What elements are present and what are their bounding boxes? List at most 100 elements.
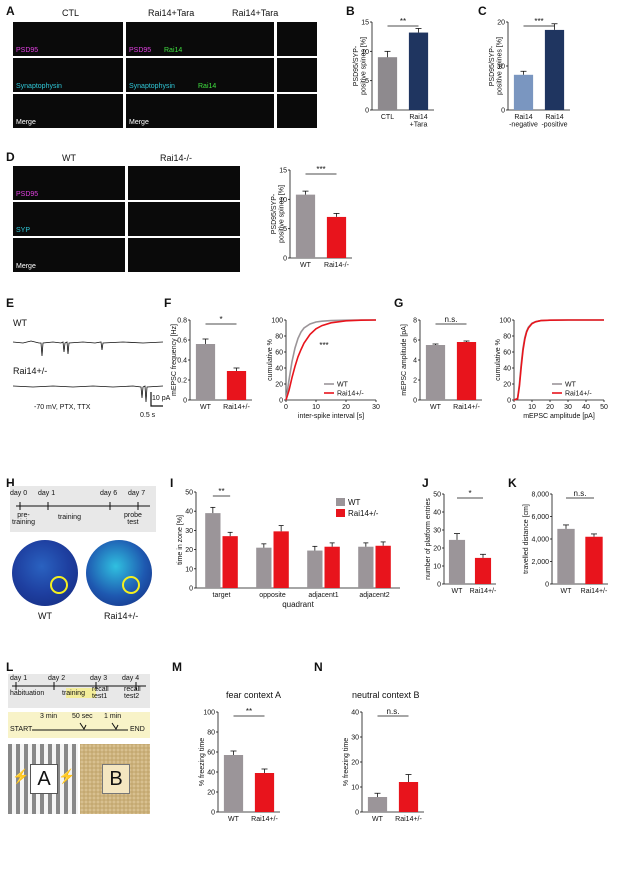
j-xtick-label: Rai14+/- [470,588,497,595]
j-bar [448,539,466,584]
panel-label-n: N [314,660,323,674]
b-xtick-label: CTL [381,114,394,121]
k-xtick-label: WT [561,588,573,595]
f-cum-xtick-label: 0 [284,404,288,411]
a-zoom-image-3 [277,94,317,128]
n-ylabel: % freezing time [343,738,350,786]
e-condition: -70 mV, PTX, TTX [34,404,91,411]
n-ytick-label: 0 [355,810,359,817]
l-50sec: 50 sec [72,713,93,720]
n-ytick-label: 20 [351,760,359,767]
a-rai-syp-image: Synaptophysin Rai14 [126,58,274,92]
b-ytick-label: 5 [365,78,369,85]
g-cum-xtick-label: 10 [528,404,536,411]
f-ytick-label: 0.8 [177,318,187,325]
f-ylabel: mEPSC frequency [Hz] [171,324,178,396]
l-timeline-svg [12,682,146,698]
j-ytick-label: 40 [433,510,441,517]
b-ytick-label: 10 [361,49,369,56]
h-platform-wt [50,576,68,594]
i-bar [375,545,391,588]
g-cum-xtick-label: 0 [512,404,516,411]
m-bar [254,773,275,812]
f-ytick-label: 0.2 [177,378,187,385]
g-cum-ytick-label: 20 [503,382,511,389]
a-ctl-merge-image: Merge [13,94,123,128]
n-xtick-label: WT [372,816,384,823]
e-traces-svg [12,340,164,407]
i-sig-label: ** [218,487,224,496]
f-cum-ytick-label: 100 [271,318,283,325]
d-ytick-label: 15 [279,168,287,175]
f-cum-ytick-label: 0 [279,398,283,405]
f-cum-sig: *** [319,341,328,350]
g-cum-ytick-label: 100 [499,318,511,325]
d-ytick-label: 10 [279,197,287,204]
a-rai-merge-image: Merge [126,94,274,128]
f-bar [195,344,216,400]
l-start: START [10,726,33,733]
panel-label-i: I [170,476,174,490]
panel-label-l: L [6,660,14,674]
g-cum-ytick-label: 40 [503,366,511,373]
h-maze-label-het: Rai14+/- [104,611,139,621]
d-header-wt: WT [62,153,76,163]
d-wt-merge-image: Merge [13,238,125,272]
g-cum-ylabel: cumulative % [495,339,502,381]
d-ytick-label: 0 [283,256,287,263]
j-ytick-label: 0 [437,582,441,589]
panel-label-m: M [172,660,182,674]
f-ytick-label: 0 [183,398,187,405]
i-xtick-label: opposite [259,592,286,599]
a-zoom-image-1 [277,22,317,56]
k-ytick-label: 8,000 [531,492,549,499]
i-bar [256,547,272,588]
m-ylabel: % freezing time [199,738,206,786]
i-legend-label: WT [348,498,361,507]
g-cum-ytick-label: 80 [503,334,511,341]
i-ylabel: time in zone [%] [177,515,184,565]
m-sig-label: ** [246,707,252,716]
d-ylabel: PSD95/SYP-positive spines [%] [271,185,286,243]
d-ytick-label: 5 [283,226,287,233]
l-shock-icon-left: ⚡ [12,768,30,784]
l-context-b: B [80,744,150,814]
h-maze-wt [12,540,78,606]
panel-label-d: D [6,150,15,164]
a-header-rai-b: Rai14+Tara [232,8,279,18]
n-ytick-label: 30 [351,735,359,742]
g-xtick-label: WT [430,404,442,411]
l-day-4: day 4 [122,675,140,682]
f-cum-ytick-label: 40 [275,366,283,373]
c-ytick-label: 0 [501,108,505,115]
h-timeline-svg [16,502,150,510]
c-xtick-label: Rai14 -negative [509,114,538,129]
k-bar [557,528,575,584]
i-bar [222,536,238,588]
i-bar [307,550,323,588]
f-xtick-label: Rai14+/- [223,404,250,411]
j-ylabel: number of platform entries [425,498,432,580]
i-bar [205,513,221,588]
b-ylabel: PSD95/SYP-positive spines [%] [353,37,368,95]
g-cum-xtick-label: 30 [564,404,572,411]
k-sig-label: n.s. [574,489,587,498]
n-sig-label: n.s. [387,707,400,716]
g-cum-xtick-label: 40 [582,404,590,411]
f-xtick-label: WT [200,404,212,411]
f-cum-legend-label: Rai14+/- [337,391,364,398]
e-trace-wt [12,340,164,357]
panel-label-k: K [508,476,517,490]
i-ytick-label: 10 [185,566,193,573]
g-bar [425,345,446,400]
a-rai-psd95-image: PSD95 Rai14 [126,22,274,56]
f-sig-label: * [219,315,222,324]
g-cum-xlabel: mEPSC amplitude [pA] [523,413,595,420]
l-phase-recall2: recall test2 [124,686,141,700]
m-ytick-label: 60 [207,750,215,757]
l-context-a-label: A [30,764,58,794]
m-xtick-label: WT [228,816,240,823]
g-ytick-label: 2 [413,378,417,385]
f-cum-series-1 [285,319,377,401]
k-ytick-label: 0 [545,582,549,589]
